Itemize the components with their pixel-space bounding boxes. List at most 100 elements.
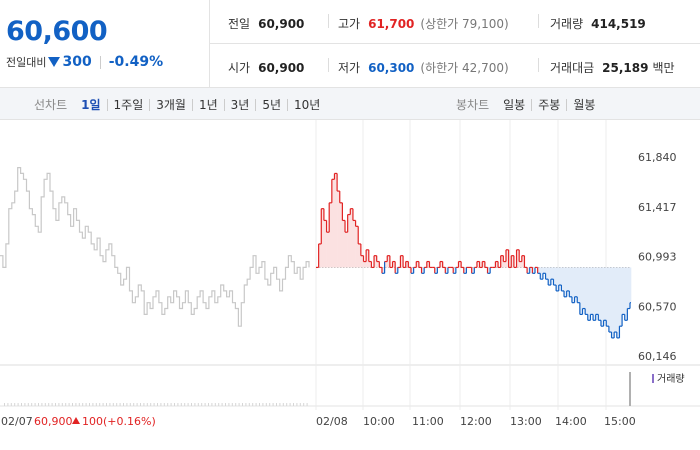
volume-value: 414,519 [591, 17, 646, 31]
series-today-fill [323, 220, 327, 268]
series-today-fill [516, 249, 520, 268]
y-tick-label: 60,993 [638, 251, 677, 264]
tab-1week[interactable]: 1주일 [106, 98, 150, 111]
tab-daily[interactable]: 일봉 [503, 97, 526, 112]
volume-bar [38, 403, 39, 406]
volume-bar [299, 403, 301, 406]
volume-bar [78, 403, 80, 406]
volume-bar [167, 403, 169, 406]
series-today-fill [350, 208, 354, 268]
series-today-fill [426, 261, 430, 268]
series-today-fill [574, 267, 578, 297]
series-today-fill [537, 267, 541, 274]
series-today-fill [345, 232, 348, 268]
tab-1day[interactable]: 1일 [81, 97, 101, 112]
series-today-fill [540, 267, 544, 280]
volume-bar [197, 403, 199, 406]
volume-bar [7, 403, 9, 406]
volume-bar [44, 403, 46, 406]
tab-3year[interactable]: 3년 [223, 98, 256, 111]
volume-bar [106, 403, 107, 406]
volume-bar [72, 403, 73, 406]
series-today-fill [577, 267, 581, 303]
volume-bar [204, 403, 206, 406]
volume-bar [89, 403, 90, 406]
tab-monthly[interactable]: 월봉 [566, 98, 601, 111]
series-today-fill [326, 232, 330, 268]
volume-legend-swatch [652, 374, 654, 383]
y-tick-label: 61,417 [638, 201, 677, 214]
quote-grid: 전일 60,900 고가 61,700 (상한가 79,100) 거래량 414,519… [210, 0, 700, 88]
series-today-fill [366, 249, 370, 268]
change-value: 300 [62, 54, 92, 70]
volume-bar [10, 403, 12, 406]
tab-5year[interactable]: 5년 [255, 98, 287, 111]
series-today-fill [566, 267, 570, 291]
x-tick-label: 02/08 [316, 415, 348, 428]
series-today-fill [627, 267, 631, 309]
tab-3month[interactable]: 3개월 [149, 98, 192, 111]
series-today-fill [624, 267, 628, 321]
trade-value: 25,189 [602, 61, 649, 75]
volume-bar [153, 403, 155, 406]
volume-bar [238, 403, 240, 406]
volume-bar [136, 403, 138, 406]
series-today-fill [558, 267, 562, 286]
volume-panel [4, 372, 631, 406]
footer-date: 02/07 [1, 415, 33, 428]
series-today-fill [564, 267, 567, 297]
volume-bar [163, 403, 165, 406]
open-label: 시가 [228, 61, 251, 75]
high-cell: 고가 61,700 (상한가 79,100) [338, 15, 509, 32]
series-today-fill [395, 267, 399, 274]
divider [99, 55, 101, 69]
series-today-fill [532, 267, 536, 274]
series-today-fill [384, 261, 388, 268]
series-today-fill [569, 267, 573, 297]
volume-bar [201, 403, 203, 406]
volume-bar [48, 403, 50, 406]
line-chart-title: 선차트 [34, 98, 68, 112]
y-axis: 61,840 61,417 60,993 60,570 60,146 [638, 151, 677, 363]
volume-bar [269, 403, 271, 406]
tab-10year[interactable]: 10년 [287, 98, 326, 111]
volume-bar [235, 403, 237, 406]
series-today-fill [561, 267, 565, 291]
series-today-fill [587, 267, 591, 321]
volume-bar [27, 403, 29, 406]
tab-weekly[interactable]: 주봉 [531, 98, 566, 111]
series-today-fill [368, 261, 372, 268]
volume-bar [245, 403, 247, 406]
footer-change: 100 [82, 415, 103, 428]
volume-bar [112, 403, 114, 406]
volume-bar [21, 403, 22, 406]
volume-bar [119, 403, 121, 406]
series-today-fill [622, 267, 626, 315]
volume-bar [248, 403, 250, 406]
volume-bar [31, 403, 33, 406]
series-today-fill [511, 255, 515, 268]
high-value: 61,700 [368, 17, 415, 31]
series-today-fill [545, 267, 549, 280]
series-today-fill [593, 267, 596, 321]
series-today-fill [355, 226, 359, 268]
change-label: 전일대비 [6, 56, 47, 69]
x-tick-label: 13:00 [510, 415, 542, 428]
volume-bar [55, 403, 56, 406]
line-chart-tabs: 선차트 1일 1주일 3개월 1년 3년 5년 10년 [34, 96, 326, 113]
volume-bar [24, 403, 26, 406]
volume-bar [133, 403, 135, 406]
volume-bar [231, 403, 233, 406]
y-tick-label: 61,840 [638, 151, 677, 164]
series-today-fill [503, 261, 507, 268]
quote-panel: 60,600 전일대비 300 -0.49% 전일 60,900 고가 61,700… [0, 0, 700, 88]
price-chart: 61,840 61,417 60,993 60,570 60,146 02/07 02/0… [0, 120, 700, 428]
x-tick-label: 12:00 [460, 415, 492, 428]
tab-1year[interactable]: 1년 [191, 98, 224, 111]
volume-bar [208, 403, 209, 406]
series-today-fill [500, 255, 504, 268]
series-today-fill [614, 267, 618, 333]
x-tick-label: 14:00 [555, 415, 587, 428]
series-prev-day-line [0, 167, 310, 327]
trade-value-unit: 백만 [652, 61, 675, 75]
